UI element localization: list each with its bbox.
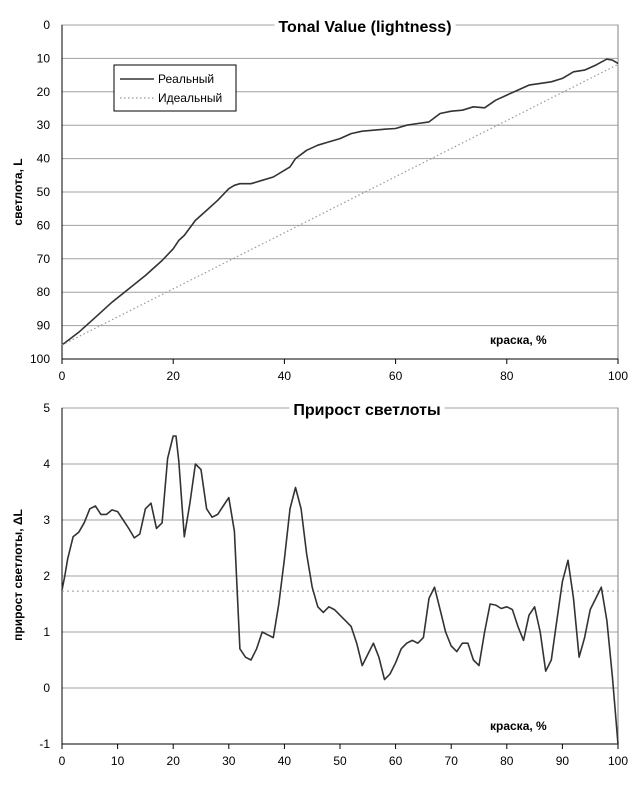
y-axis-label: прирост светлоты, ΔL bbox=[11, 509, 25, 641]
chart-title: Tonal Value (lightness) bbox=[278, 19, 451, 36]
x-tick-label: 40 bbox=[278, 369, 292, 383]
x-tick-label: 80 bbox=[500, 754, 514, 768]
y-tick-label: 3 bbox=[43, 513, 50, 527]
y-tick-label: 4 bbox=[43, 457, 50, 471]
x-tick-label: 50 bbox=[333, 754, 347, 768]
legend-label: Реальный bbox=[158, 72, 214, 86]
x-tick-label: 0 bbox=[59, 369, 66, 383]
x-tick-label: 0 bbox=[59, 754, 66, 768]
y-tick-label: 2 bbox=[43, 569, 50, 583]
y-tick-label: 100 bbox=[30, 352, 50, 366]
chart-title: Прирост светлоты bbox=[293, 402, 440, 419]
x-tick-label: 80 bbox=[500, 369, 514, 383]
x-tick-label: 90 bbox=[556, 754, 570, 768]
y-tick-label: 30 bbox=[37, 118, 51, 132]
y-tick-label: -1 bbox=[39, 737, 50, 751]
x-tick-label: 30 bbox=[222, 754, 236, 768]
y-tick-label: 40 bbox=[37, 152, 51, 166]
y-tick-label: 50 bbox=[37, 185, 51, 199]
x-tick-label: 60 bbox=[389, 369, 403, 383]
x-tick-label: 70 bbox=[445, 754, 459, 768]
series-line-0 bbox=[61, 435, 619, 745]
y-tick-label: 60 bbox=[37, 218, 51, 232]
chart-tonal-value: 0 10 20 30 40 50 60 70 80 90 100 0 20 40 60 80 100 Tonal … bbox=[11, 18, 628, 383]
x-tick-label: 60 bbox=[389, 754, 403, 768]
y-tick-label: 80 bbox=[37, 285, 51, 299]
title-background bbox=[289, 401, 445, 420]
y-axis-label: светлота, L bbox=[11, 158, 25, 225]
x-axis-label: краска, % bbox=[490, 719, 547, 733]
x-tick-label: 20 bbox=[167, 754, 181, 768]
legend-box bbox=[113, 64, 237, 112]
legend-label: Идеальный bbox=[158, 91, 222, 105]
y-tick-label: 20 bbox=[37, 85, 51, 99]
x-tick-label: 20 bbox=[167, 369, 181, 383]
y-tick-label: 5 bbox=[43, 401, 50, 415]
title-background bbox=[274, 18, 456, 37]
y-tick-label: 70 bbox=[37, 252, 51, 266]
x-tick-label: 40 bbox=[278, 754, 292, 768]
x-tick-label: 100 bbox=[608, 754, 628, 768]
y-tick-label: 10 bbox=[37, 51, 51, 65]
y-tick-label: 0 bbox=[43, 18, 50, 32]
y-tick-label: 1 bbox=[43, 625, 50, 639]
series-line-0 bbox=[61, 58, 619, 346]
y-tick-label: 0 bbox=[43, 681, 50, 695]
x-axis-label: краска, % bbox=[490, 333, 547, 347]
x-tick-label: 100 bbox=[608, 369, 628, 383]
y-tick-label: 90 bbox=[37, 319, 51, 333]
x-tick-label: 10 bbox=[111, 754, 125, 768]
